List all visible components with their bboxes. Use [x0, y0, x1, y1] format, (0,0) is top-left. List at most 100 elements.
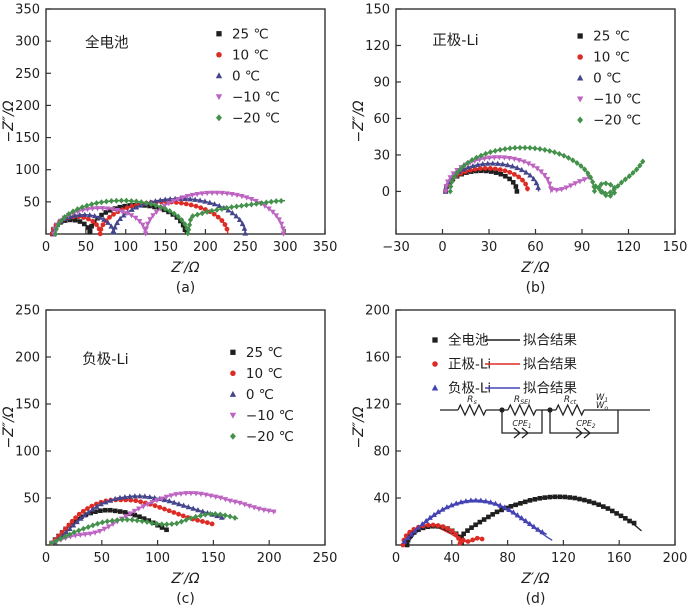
svg-text:50: 50: [23, 195, 40, 210]
svg-text:60: 60: [373, 112, 390, 127]
svg-text:80: 80: [373, 445, 390, 460]
svg-text:250: 250: [15, 67, 40, 82]
svg-text:0: 0: [438, 240, 446, 255]
svg-text:Rct: Rct: [564, 395, 577, 406]
svg-text:25 ℃: 25 ℃: [246, 345, 283, 361]
svg-text:0 ℃: 0 ℃: [232, 68, 260, 84]
svg-text:120: 120: [551, 551, 576, 566]
svg-text:350: 350: [15, 3, 40, 18]
panel-c-chart: 0 50 100 150 200 250 50 100 150 200 250 Z′/Ω (c) −Z″/…: [1, 304, 338, 608]
svg-text:正极-Li: 正极-Li: [432, 32, 478, 49]
svg-text:300: 300: [15, 35, 40, 50]
svg-text:150: 150: [153, 240, 178, 255]
svg-text:Rs: Rs: [467, 395, 477, 406]
svg-text:100: 100: [15, 163, 40, 178]
svg-text:Wo: Wo: [596, 401, 608, 412]
svg-text:40: 40: [373, 492, 390, 507]
svg-text:120: 120: [365, 398, 390, 413]
svg-text:150: 150: [365, 3, 390, 18]
svg-text:(a): (a): [176, 280, 196, 296]
svg-text:160: 160: [607, 551, 632, 566]
svg-text:150: 150: [15, 131, 40, 146]
svg-text:200: 200: [257, 551, 282, 566]
svg-text:CPE2: CPE2: [576, 419, 595, 430]
svg-text:0: 0: [42, 240, 50, 255]
svg-text:200: 200: [193, 240, 218, 255]
svg-text:10 ℃: 10 ℃: [246, 366, 283, 382]
svg-text:−10 ℃: −10 ℃: [232, 89, 280, 105]
svg-text:正极-Li: 正极-Li: [448, 357, 491, 373]
svg-text:200: 200: [365, 304, 390, 319]
svg-text:30: 30: [481, 240, 498, 255]
svg-text:100: 100: [145, 551, 170, 566]
svg-text:−20 ℃: −20 ℃: [593, 113, 641, 129]
svg-text:−Z″/Ω: −Z″/Ω: [1, 100, 17, 142]
svg-text:−30: −30: [382, 240, 409, 255]
svg-text:250: 250: [15, 304, 40, 319]
svg-text:拟合结果: 拟合结果: [523, 381, 577, 397]
svg-text:0: 0: [392, 551, 400, 566]
svg-text:RSEI: RSEI: [514, 395, 530, 406]
panel-b-chart: −30 0 30 60 90 120 150 0 30 60 90 120 150 Z′/Ω (b) −Z″/…: [351, 3, 688, 297]
svg-text:50: 50: [23, 492, 40, 507]
svg-text:Z′/Ω: Z′/Ω: [170, 260, 199, 276]
svg-text:拟合结果: 拟合结果: [523, 333, 577, 349]
svg-text:250: 250: [233, 240, 258, 255]
svg-text:80: 80: [499, 551, 516, 566]
svg-text:160: 160: [365, 351, 390, 366]
svg-text:150: 150: [201, 551, 226, 566]
svg-text:120: 120: [616, 240, 641, 255]
svg-text:Z′/Ω: Z′/Ω: [520, 260, 549, 276]
svg-text:60: 60: [527, 240, 544, 255]
panel-d: 0 40 80 120 160 200 40 80 120 160 200 Z′/Ω (d) −Z″/Ω 全…: [350, 300, 700, 615]
svg-text:CPE1: CPE1: [512, 419, 531, 430]
svg-text:150: 150: [15, 398, 40, 413]
svg-text:200: 200: [15, 351, 40, 366]
panel-a-chart: 0 50 100 150 200 250 300 350 50 100 150 200 250 300 35…: [1, 3, 338, 297]
svg-text:全电池: 全电池: [448, 332, 489, 349]
svg-text:200: 200: [15, 99, 40, 114]
svg-text:Z′/Ω: Z′/Ω: [520, 571, 549, 587]
svg-text:200: 200: [663, 551, 688, 566]
svg-text:50: 50: [78, 240, 95, 255]
svg-text:100: 100: [113, 240, 138, 255]
panel-d-chart: 0 40 80 120 160 200 40 80 120 160 200 Z′/Ω (d) −Z″/Ω 全…: [351, 304, 688, 608]
svg-text:40: 40: [444, 551, 461, 566]
svg-text:(d): (d): [526, 591, 546, 607]
svg-text:300: 300: [273, 240, 298, 255]
svg-text:0: 0: [382, 185, 390, 200]
svg-text:(b): (b): [526, 280, 546, 296]
svg-text:−10 ℃: −10 ℃: [246, 408, 294, 424]
svg-text:150: 150: [663, 240, 688, 255]
svg-text:90: 90: [574, 240, 591, 255]
svg-text:50: 50: [94, 551, 111, 566]
svg-text:W1: W1: [596, 393, 608, 404]
svg-text:120: 120: [365, 39, 390, 54]
svg-text:−10 ℃: −10 ℃: [593, 92, 641, 108]
svg-text:0 ℃: 0 ℃: [593, 71, 621, 87]
svg-text:350: 350: [313, 240, 338, 255]
svg-text:全电池: 全电池: [85, 33, 129, 51]
svg-text:负极-Li: 负极-Li: [82, 351, 128, 368]
svg-text:0: 0: [42, 551, 50, 566]
svg-text:−20 ℃: −20 ℃: [232, 110, 280, 126]
svg-text:−Z″/Ω: −Z″/Ω: [351, 100, 367, 142]
svg-text:100: 100: [15, 445, 40, 460]
svg-text:拟合结果: 拟合结果: [523, 357, 577, 373]
svg-text:负极-Li: 负极-Li: [448, 381, 491, 397]
svg-text:250: 250: [313, 551, 338, 566]
panel-a: 0 50 100 150 200 250 300 350 50 100 150 200 250 300 35…: [0, 0, 350, 300]
svg-text:30: 30: [373, 148, 390, 163]
svg-text:−20 ℃: −20 ℃: [246, 429, 294, 445]
panel-c: 0 50 100 150 200 250 50 100 150 200 250 Z′/Ω (c) −Z″/…: [0, 300, 350, 615]
svg-text:25 ℃: 25 ℃: [593, 29, 630, 45]
svg-text:10 ℃: 10 ℃: [593, 50, 630, 66]
svg-text:25 ℃: 25 ℃: [232, 26, 269, 42]
svg-text:10 ℃: 10 ℃: [232, 47, 269, 63]
svg-text:0 ℃: 0 ℃: [246, 387, 274, 403]
svg-text:90: 90: [373, 75, 390, 90]
panel-b: −30 0 30 60 90 120 150 0 30 60 90 120 150 Z′/Ω (b) −Z″/…: [350, 0, 700, 300]
svg-text:−Z″/Ω: −Z″/Ω: [351, 406, 367, 448]
svg-text:Z′/Ω: Z′/Ω: [170, 571, 199, 587]
